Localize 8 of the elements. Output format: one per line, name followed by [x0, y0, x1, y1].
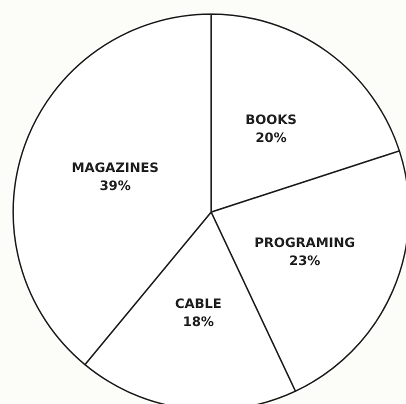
data-label: 18%	[182, 314, 214, 330]
data-label: 20%	[256, 131, 287, 146]
slice-label: BOOKS	[245, 113, 297, 128]
slice-label: PROGRAMING	[254, 236, 356, 252]
data-label: 39%	[100, 179, 131, 194]
data-label: 23%	[289, 254, 320, 270]
slice-label: CABLE	[174, 296, 222, 312]
slice-label: MAGAZINES	[72, 161, 159, 176]
